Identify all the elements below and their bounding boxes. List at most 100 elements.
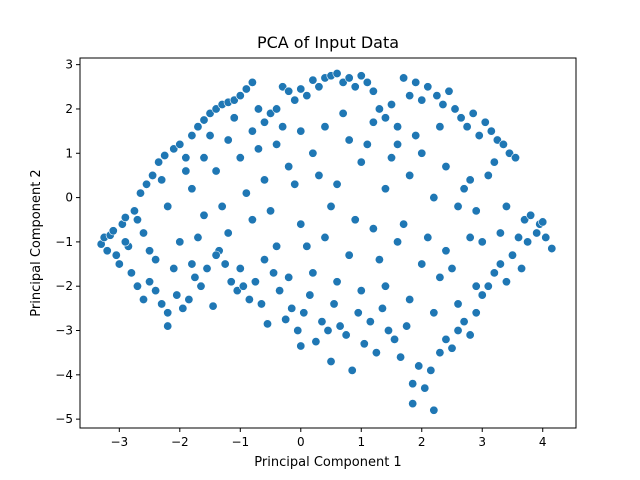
scatter-point <box>139 228 149 238</box>
scatter-point <box>368 117 378 127</box>
scatter-point <box>247 77 257 87</box>
scatter-point <box>281 314 291 324</box>
scatter-point <box>417 259 427 269</box>
scatter-point <box>132 215 142 225</box>
scatter-point <box>238 281 248 291</box>
scatter-point <box>175 237 185 247</box>
scatter-point <box>504 148 514 158</box>
scatter-point <box>429 308 439 318</box>
scatter-point <box>356 71 366 81</box>
scatter-point <box>220 259 230 269</box>
x-tick-label: −3 <box>110 435 128 449</box>
scatter-point <box>205 131 215 141</box>
scatter-point <box>187 184 197 194</box>
scatter-point <box>129 206 139 216</box>
scatter-point <box>187 131 197 141</box>
scatter-point <box>353 308 363 318</box>
scatter-point <box>347 365 357 375</box>
scatter-point <box>126 268 136 278</box>
scatter-point <box>344 73 354 83</box>
scatter-point <box>429 405 439 415</box>
scatter-point <box>211 166 221 176</box>
scatter-point <box>314 82 324 92</box>
scatter-point <box>163 201 173 211</box>
scatter-point <box>435 272 445 282</box>
plot-frame <box>79 57 577 429</box>
scatter-point <box>492 135 502 145</box>
scatter-point <box>278 82 288 92</box>
scatter-point <box>160 150 170 160</box>
scatter-point <box>250 277 260 287</box>
scatter-point <box>259 175 269 185</box>
scatter-point <box>468 108 478 118</box>
scatter-point <box>196 281 206 291</box>
x-tick-label: 1 <box>357 435 365 449</box>
y-tick-label: −1 <box>55 235 73 249</box>
scatter-point <box>120 213 130 223</box>
scatter-point <box>157 175 167 185</box>
scatter-point <box>374 104 384 114</box>
scatter-point <box>368 224 378 234</box>
scatter-point <box>332 179 342 189</box>
scatter-point <box>272 241 282 251</box>
scatter-point <box>447 263 457 273</box>
scatter-point <box>190 272 200 282</box>
scatter-point <box>169 144 179 154</box>
scatter-point <box>332 69 342 79</box>
scatter-point <box>526 210 536 220</box>
scatter-point <box>269 268 279 278</box>
scatter-point <box>145 277 155 287</box>
scatter-point <box>344 250 354 260</box>
scatter-point <box>302 91 312 101</box>
y-tick-label: 3 <box>65 58 73 72</box>
scatter-point <box>184 294 194 304</box>
scatter-point <box>405 91 415 101</box>
scatter-point <box>356 286 366 296</box>
scatter-point <box>175 139 185 149</box>
scatter-point <box>362 139 372 149</box>
scatter-point <box>256 299 266 309</box>
scatter-point <box>405 170 415 180</box>
scatter-point <box>432 91 442 101</box>
scatter-point <box>368 86 378 96</box>
scatter-point <box>471 308 481 318</box>
points-layer <box>96 69 557 415</box>
scatter-point <box>208 301 218 311</box>
scatter-point <box>444 86 454 96</box>
scatter-point <box>377 303 387 313</box>
scatter-point <box>266 206 276 216</box>
scatter-point <box>517 263 527 273</box>
scatter-point <box>411 77 421 87</box>
scatter-point <box>293 326 303 336</box>
scatter-point <box>247 126 257 136</box>
scatter-point <box>139 294 149 304</box>
scatter-point <box>523 237 533 247</box>
scatter-point <box>263 319 273 329</box>
scatter-point <box>311 337 321 347</box>
y-tick-label: 0 <box>65 191 73 205</box>
scatter-point <box>323 326 333 336</box>
scatter-point <box>259 255 269 265</box>
scatter-point <box>411 131 421 141</box>
scatter-point <box>441 246 451 256</box>
scatter-point <box>474 131 484 141</box>
scatter-point <box>465 330 475 340</box>
y-tick-label: 2 <box>65 102 73 116</box>
scatter-point <box>169 263 179 273</box>
y-tick-label: −5 <box>55 412 73 426</box>
scatter-point <box>465 175 475 185</box>
scatter-point <box>142 179 152 189</box>
scatter-point <box>199 153 209 163</box>
scatter-point <box>423 82 433 92</box>
scatter-point <box>335 321 345 331</box>
scatter-point <box>344 135 354 145</box>
y-tick-label: 1 <box>65 146 73 160</box>
scatter-point <box>399 219 409 229</box>
scatter-point <box>459 317 469 327</box>
scatter-point <box>453 326 463 336</box>
x-tick-label: 0 <box>297 435 305 449</box>
scatter-point <box>111 250 121 260</box>
scatter-point <box>305 290 315 300</box>
scatter-point <box>380 113 390 123</box>
